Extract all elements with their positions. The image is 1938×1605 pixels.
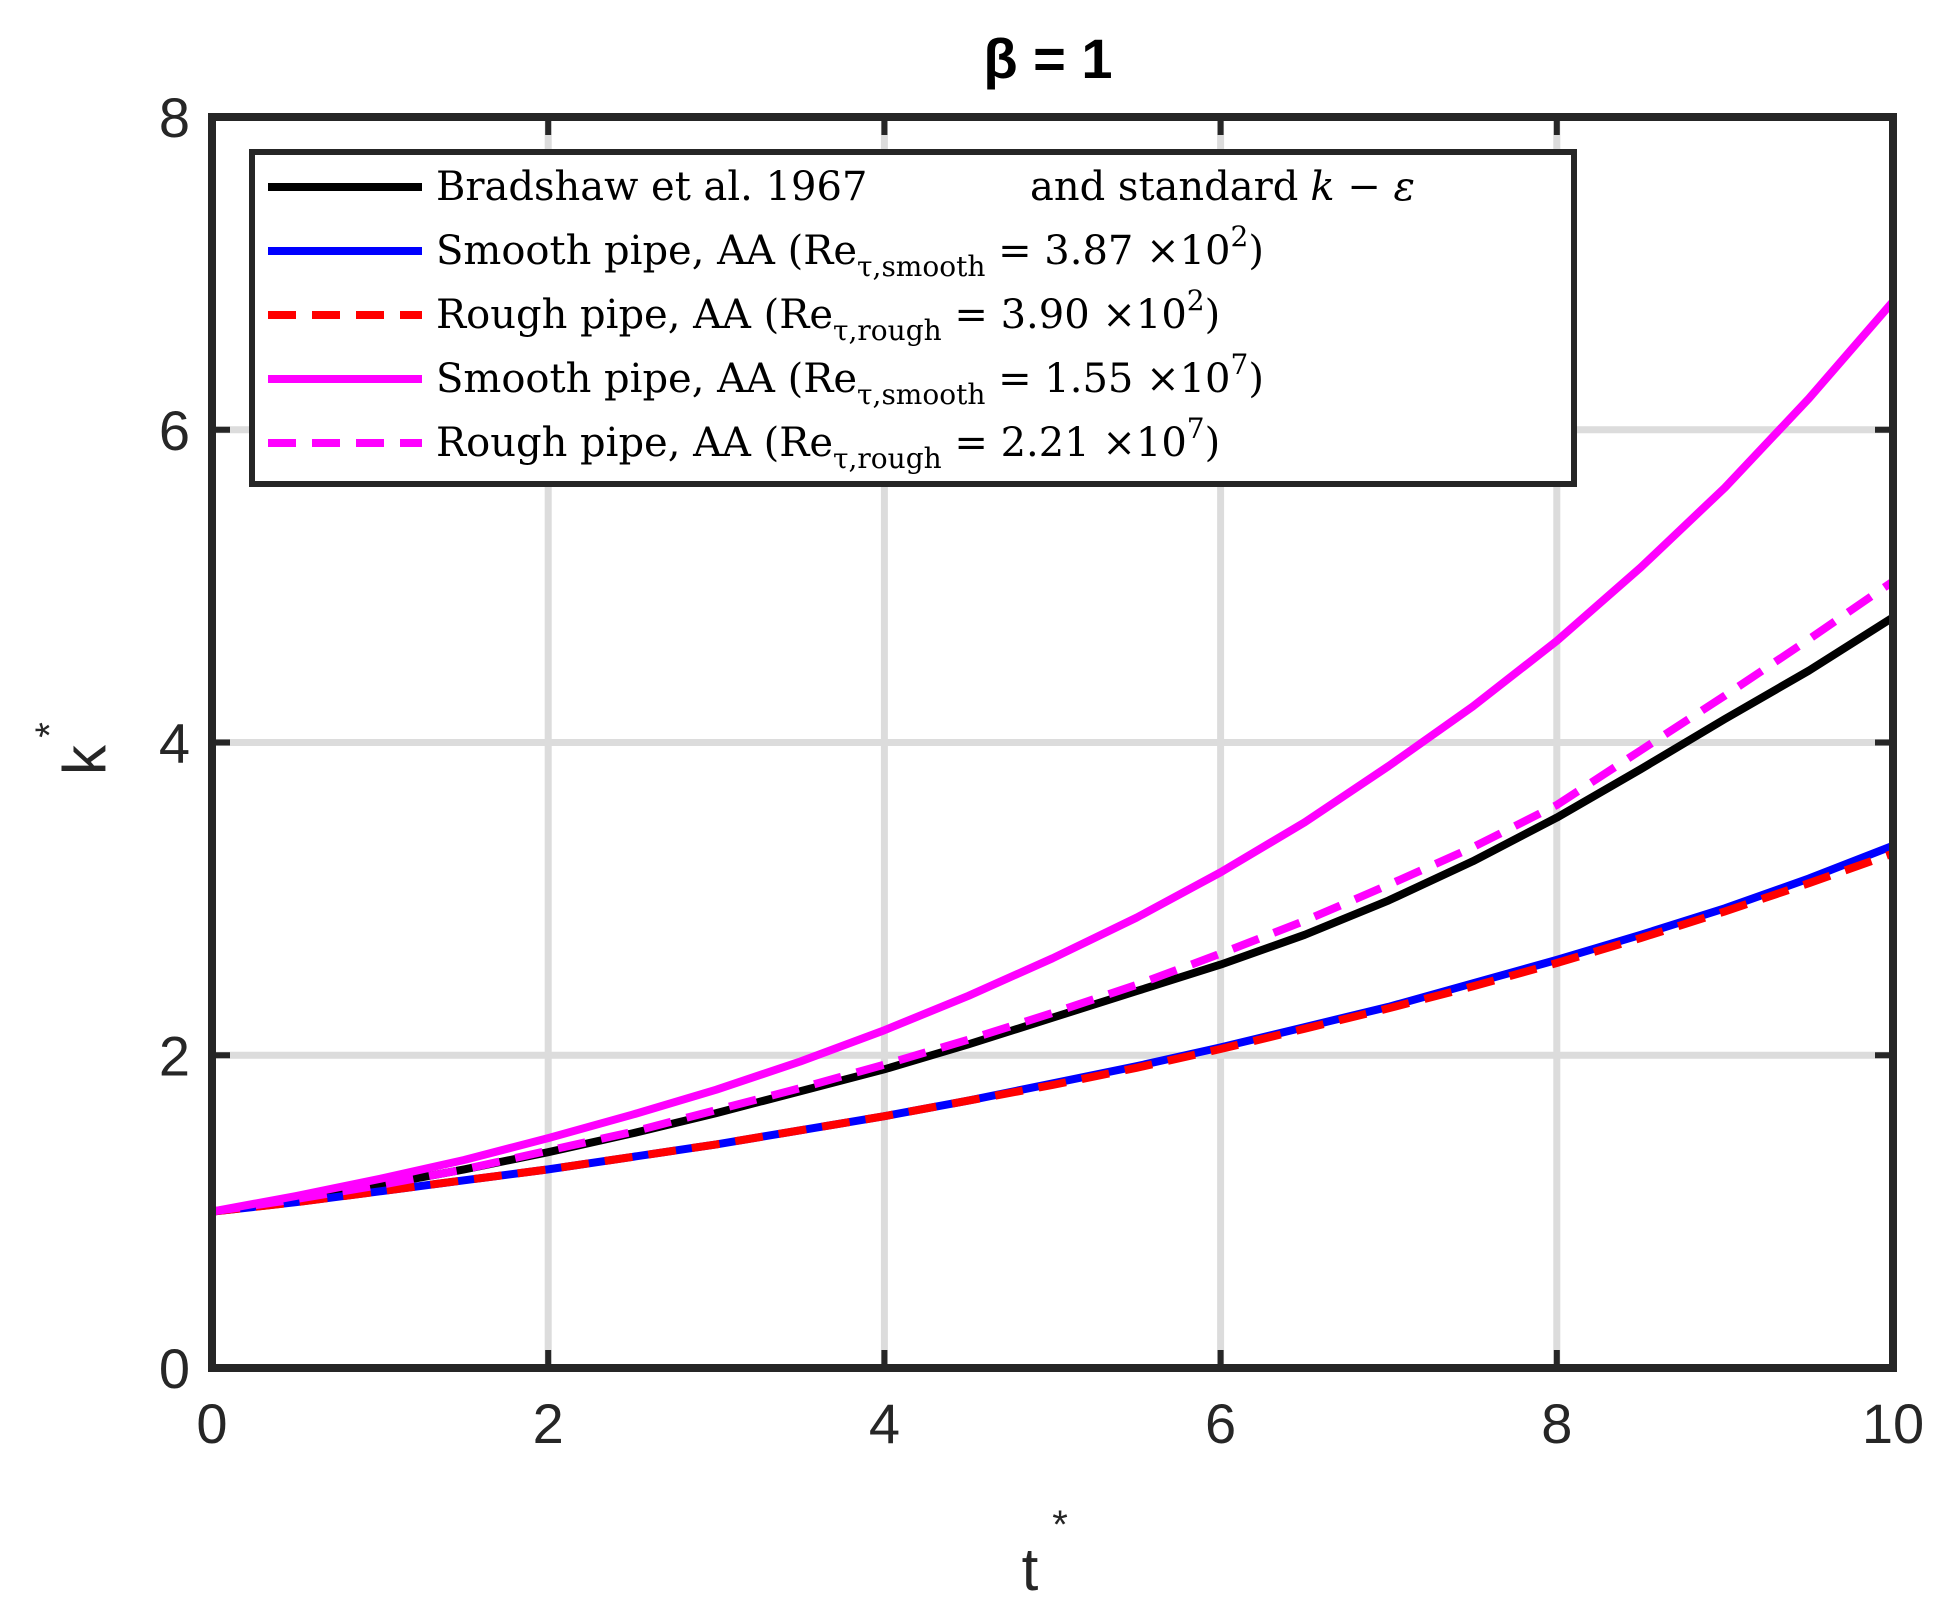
legend-entry-5: Rough pipe, AA (Reτ,rough = 2.21 ×107) xyxy=(436,412,1220,475)
y-tick-label: 8 xyxy=(159,86,190,149)
x-axis-label-superscript: * xyxy=(1052,1503,1068,1547)
legend-entry-4-exp: 7 xyxy=(1231,348,1249,381)
legend-entry-4-value: = 1.55 ×10 xyxy=(985,356,1230,402)
legend-entry-4-close: ) xyxy=(1248,356,1264,402)
y-tick-label: 4 xyxy=(159,712,190,775)
x-tick-label: 8 xyxy=(1541,1392,1572,1455)
y-tick-label: 0 xyxy=(159,1337,190,1400)
series-line-4 xyxy=(211,298,1897,1216)
y-tick-label: 2 xyxy=(159,1024,190,1087)
legend-entry-3-sub: τ,rough xyxy=(833,314,942,347)
x-axis-label-text: t xyxy=(1022,1536,1039,1603)
legend-entry-2-exp: 2 xyxy=(1231,220,1249,253)
x-tick-label: 2 xyxy=(533,1392,564,1455)
legend-entry-2-close: ) xyxy=(1248,228,1264,274)
x-tick-label: 6 xyxy=(1205,1392,1236,1455)
legend-entry-5-sub: τ,rough xyxy=(833,442,942,475)
y-axis-label-superscript: * xyxy=(28,722,72,738)
legend-entry-3-exp: 2 xyxy=(1187,284,1205,317)
series-line-5 xyxy=(211,578,1896,1216)
legend-entry-2-value: = 3.87 ×10 xyxy=(985,228,1230,274)
legend-entry-4-main: Smooth pipe, AA (Re xyxy=(436,356,857,402)
legend: Bradshaw et al. 1967 and standard k − ε Sm… xyxy=(249,149,1577,487)
legend-entry-3: Rough pipe, AA (Reτ,rough = 3.90 ×102) xyxy=(436,284,1220,347)
tick-labels: 0 2 4 6 8 10 0 2 4 6 8 xyxy=(159,86,1924,1455)
ticks xyxy=(209,114,1896,1371)
x-tick-label: 0 xyxy=(196,1392,227,1455)
legend-entry-4: Smooth pipe, AA (Reτ,smooth = 1.55 ×107) xyxy=(436,348,1264,411)
legend-entry-1: Bradshaw et al. 1967 and standard k − ε xyxy=(436,164,1415,210)
y-tick-label: 6 xyxy=(159,399,190,462)
y-axis-label-text: k xyxy=(51,744,118,775)
legend-entry-1-suffix: and standard xyxy=(1030,164,1298,210)
legend-entry-5-main: Rough pipe, AA (Re xyxy=(436,420,833,466)
legend-entry-5-exp: 7 xyxy=(1187,412,1205,445)
legend-entry-1-math: k − ε xyxy=(1310,164,1415,210)
legend-entry-5-close: ) xyxy=(1205,420,1221,466)
legend-entry-4-sub: τ,smooth xyxy=(857,378,985,411)
series-layer xyxy=(211,298,1897,1216)
legend-entry-3-main: Rough pipe, AA (Re xyxy=(436,292,833,338)
legend-entry-5-value: = 2.21 ×10 xyxy=(942,420,1187,466)
legend-entry-2-main: Smooth pipe, AA (Re xyxy=(436,228,857,274)
legend-entry-2-sub: τ,smooth xyxy=(857,250,985,283)
legend-entry-3-close: ) xyxy=(1205,292,1221,338)
x-axis-label: t * xyxy=(1022,1503,1068,1603)
legend-box xyxy=(249,149,1577,487)
series-line-3 xyxy=(211,849,1895,1216)
x-tick-label: 10 xyxy=(1862,1392,1924,1455)
x-tick-label: 4 xyxy=(869,1392,900,1455)
y-axis-label: k * xyxy=(28,722,118,775)
legend-swatches xyxy=(268,183,422,447)
legend-entry-1-main: Bradshaw et al. 1967 xyxy=(436,164,867,210)
legend-entry-2: Smooth pipe, AA (Reτ,smooth = 3.87 ×102) xyxy=(436,220,1264,283)
chart-title: β = 1 xyxy=(983,27,1112,90)
legend-entry-3-value: = 3.90 ×10 xyxy=(942,292,1187,338)
